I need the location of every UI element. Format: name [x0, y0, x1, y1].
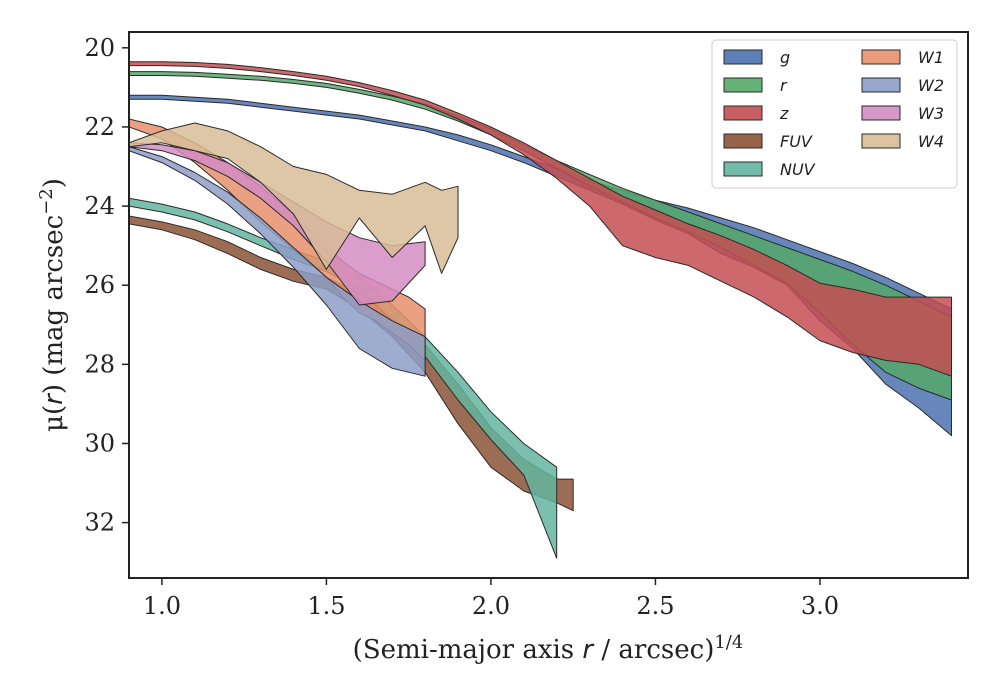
legend: grz FUV NUV W1 W2 W3 W4	[711, 39, 958, 189]
plot-frame	[128, 31, 969, 579]
x-axis-label-sup: 1/4	[714, 632, 743, 653]
y-axis-label: μ(r) (mag arcsec−2)	[36, 178, 69, 432]
x-axis-label-pre: (Semi-major axis	[353, 635, 583, 665]
legend-label-w2: W2	[918, 76, 944, 95]
y-axis-label-mu: μ(	[39, 405, 69, 432]
series-areas	[129, 61, 952, 559]
legend-swatch-fuv	[723, 133, 763, 149]
x-tick-label: 1.0	[143, 592, 181, 620]
legend-label-w3: W3	[918, 104, 944, 123]
legend-label-r: r	[780, 76, 788, 95]
y-axis-label-sup: −2	[36, 188, 57, 215]
legend-label-g: g	[780, 48, 790, 67]
y-tick-label: 30	[84, 429, 115, 457]
legend-swatch-w3	[861, 105, 901, 121]
y-tick-label: 20	[84, 34, 115, 62]
series-area-w4	[129, 122, 459, 274]
legend-label-nuv: NUV	[780, 160, 816, 179]
y-axis-label-close: )	[39, 178, 69, 188]
legend-label-z: z	[779, 104, 789, 123]
legend-swatch-g	[723, 49, 763, 65]
y-tick-label: 26	[84, 271, 115, 299]
y-axis-ticks: 20 22 24 26 28 30 32	[84, 34, 129, 537]
legend-swatch-w1	[861, 49, 901, 65]
legend-label-fuv: FUV	[780, 132, 813, 151]
legend-label-w4: W4	[918, 132, 944, 151]
legend-swatch-nuv	[723, 161, 763, 177]
x-axis-label-post: / arcsec)	[593, 635, 714, 665]
series-area-w3	[129, 142, 426, 306]
y-tick-label: 32	[84, 509, 115, 537]
x-axis-label: (Semi-major axis r / arcsec)1/4	[353, 632, 744, 665]
x-axis-ticks: 1.0 1.5 2.0 2.5 3.0	[143, 578, 839, 620]
x-tick-label: 1.5	[307, 592, 345, 620]
y-axis-label-var: r	[39, 392, 69, 405]
y-axis-label-post: ) (mag arcsec	[39, 215, 69, 394]
legend-swatch-z	[723, 105, 763, 121]
legend-label-w1: W1	[918, 48, 944, 67]
series-area-z	[129, 61, 952, 377]
series-area-w2	[129, 146, 426, 377]
x-tick-label: 2.0	[472, 592, 510, 620]
x-tick-label: 3.0	[801, 592, 839, 620]
y-tick-label: 28	[84, 350, 115, 378]
x-axis-label-var: r	[582, 635, 595, 665]
legend-swatch-w4	[861, 133, 901, 149]
legend-swatch-r	[723, 77, 763, 93]
legend-box	[711, 39, 958, 189]
x-tick-label: 2.5	[636, 592, 674, 620]
y-tick-label: 22	[84, 113, 115, 141]
legend-swatch-w2	[861, 77, 901, 93]
y-tick-label: 24	[84, 192, 115, 220]
